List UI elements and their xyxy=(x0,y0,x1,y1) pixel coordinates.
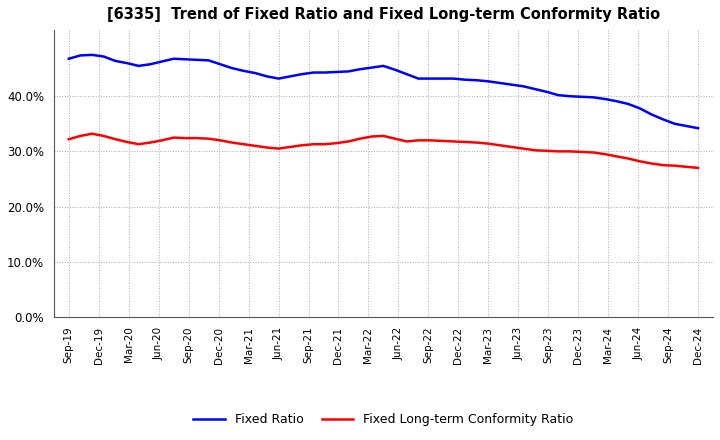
Fixed Ratio xyxy=(636,106,644,111)
Fixed Ratio xyxy=(694,125,703,131)
Fixed Long-term Conformity Ratio xyxy=(193,136,202,141)
Fixed Long-term Conformity Ratio xyxy=(694,165,703,171)
Fixed Long-term Conformity Ratio xyxy=(309,142,318,147)
Fixed Long-term Conformity Ratio xyxy=(146,140,155,145)
Fixed Ratio xyxy=(65,56,73,61)
Line: Fixed Long-term Conformity Ratio: Fixed Long-term Conformity Ratio xyxy=(69,134,698,168)
Fixed Long-term Conformity Ratio xyxy=(65,136,73,142)
Line: Fixed Ratio: Fixed Ratio xyxy=(69,55,698,128)
Title: [6335]  Trend of Fixed Ratio and Fixed Long-term Conformity Ratio: [6335] Trend of Fixed Ratio and Fixed Lo… xyxy=(107,7,660,22)
Fixed Ratio xyxy=(309,70,318,75)
Fixed Long-term Conformity Ratio xyxy=(88,131,96,136)
Fixed Ratio xyxy=(193,57,202,62)
Fixed Ratio xyxy=(88,52,96,58)
Fixed Long-term Conformity Ratio xyxy=(636,159,644,164)
Fixed Ratio xyxy=(682,123,690,128)
Fixed Long-term Conformity Ratio xyxy=(228,140,236,145)
Fixed Ratio xyxy=(228,66,236,71)
Legend: Fixed Ratio, Fixed Long-term Conformity Ratio: Fixed Ratio, Fixed Long-term Conformity … xyxy=(189,408,579,431)
Fixed Long-term Conformity Ratio xyxy=(682,164,690,169)
Fixed Ratio xyxy=(146,62,155,67)
